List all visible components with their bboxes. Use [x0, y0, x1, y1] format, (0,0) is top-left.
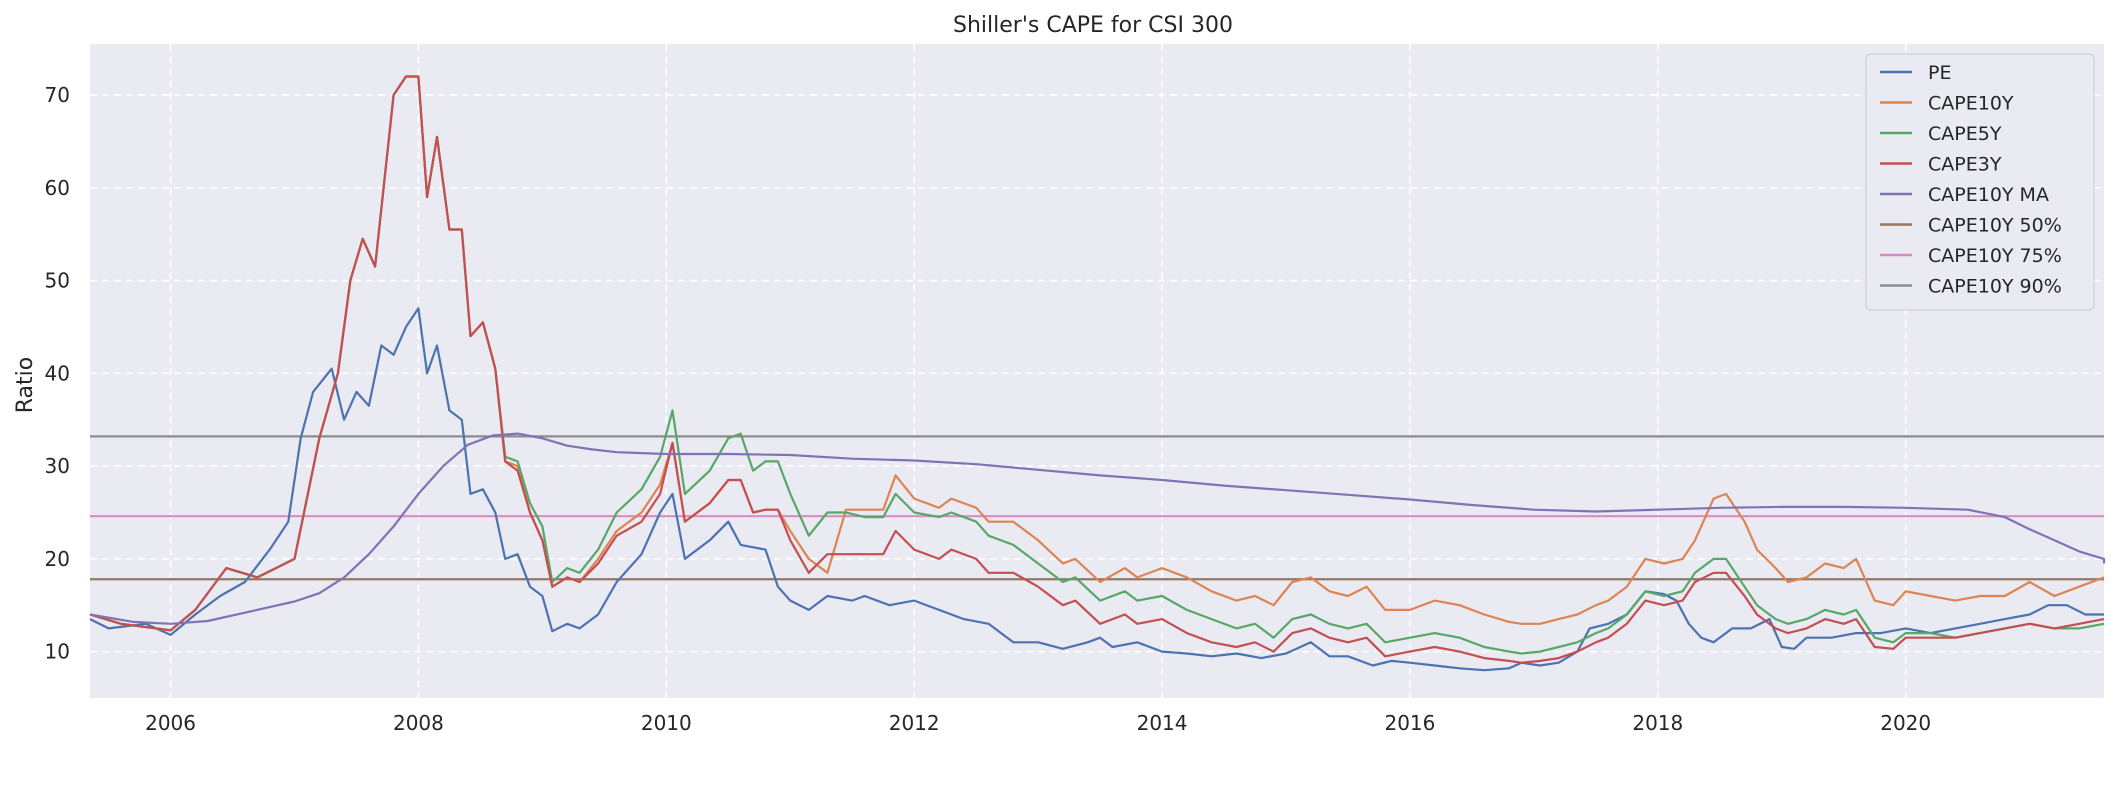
plot-area [90, 44, 2104, 698]
legend-label: PE [1928, 62, 1951, 84]
y-tick-label: 60 [45, 176, 70, 200]
x-tick-label: 2020 [1880, 711, 1931, 735]
x-tick-label: 2014 [1137, 711, 1188, 735]
y-tick-label: 10 [45, 640, 70, 664]
legend-box [1865, 53, 2095, 311]
chart-title: Shiller's CAPE for CSI 300 [953, 13, 1233, 38]
x-tick-label: 2008 [393, 711, 444, 735]
legend-label: CAPE10Y 75% [1928, 245, 2062, 267]
y-tick-label: 50 [45, 269, 70, 293]
x-tick-label: 2018 [1632, 711, 1683, 735]
legend-label: CAPE3Y [1928, 154, 2002, 176]
legend-label: CAPE10Y [1928, 93, 2014, 115]
y-axis-label: Ratio [13, 357, 38, 413]
x-tick-label: 2006 [145, 711, 196, 735]
y-tick-label: 40 [45, 361, 70, 385]
x-tick-label: 2016 [1384, 711, 1435, 735]
legend-label: CAPE10Y 50% [1928, 215, 2062, 237]
legend-label: CAPE10Y 90% [1928, 276, 2062, 298]
x-tick-label: 2010 [641, 711, 692, 735]
legend-label: CAPE10Y MA [1928, 184, 2049, 206]
series-cape10y-ma [89, 432, 2106, 625]
series-cape3y [89, 75, 2105, 664]
y-tick-label: 20 [45, 547, 70, 571]
x-tick-label: 2012 [889, 711, 940, 735]
series-pe [89, 307, 2104, 672]
y-tick-label: 30 [45, 454, 70, 478]
y-tick-label: 70 [45, 83, 70, 107]
legend-label: CAPE5Y [1928, 123, 2002, 145]
